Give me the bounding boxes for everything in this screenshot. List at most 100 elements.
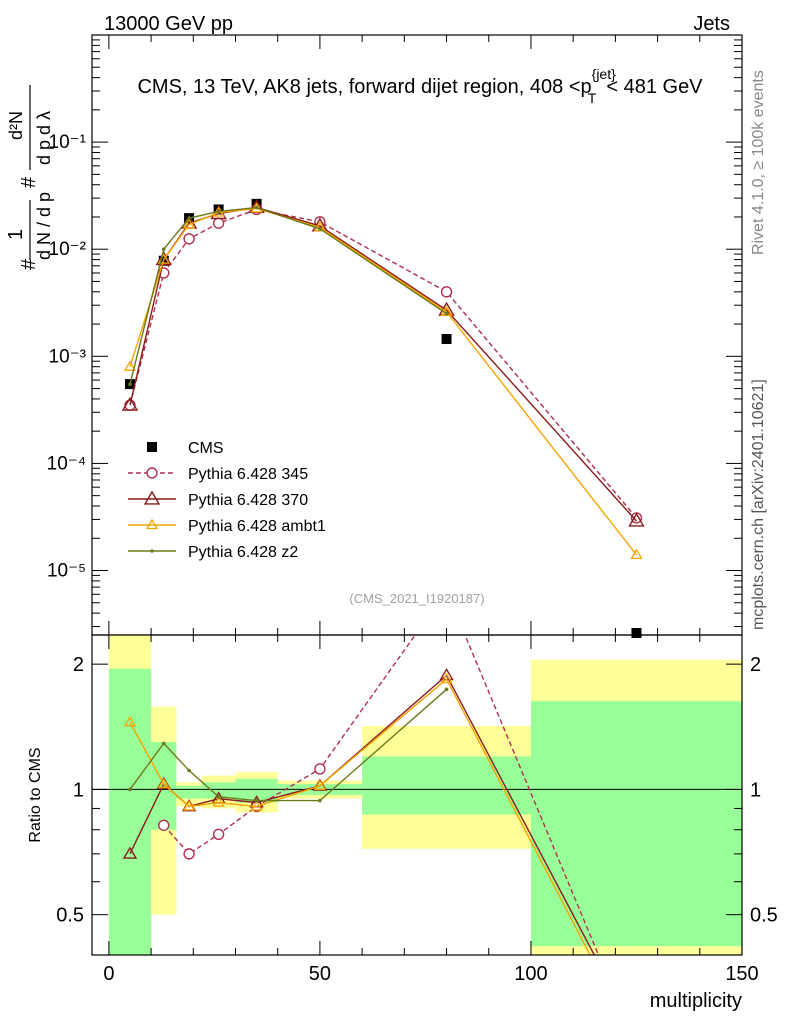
main-point-4-0: [128, 382, 132, 386]
legend-label-2: Pythia 6.428 370: [188, 492, 308, 509]
ratio-band-green-1: [151, 741, 177, 830]
main-point-4-2: [187, 216, 191, 220]
main-point-3-7: [630, 548, 643, 560]
main-point-1-2: [183, 233, 195, 245]
legend: CMS Pythia 6.428 345 Pythia 6.428 370 Pythi…: [128, 440, 326, 561]
legend-label-3: Pythia 6.428 ambt1: [188, 518, 326, 535]
legend-entry-1: Pythia 6.428 345: [128, 466, 308, 483]
legend-marker-0: [147, 442, 157, 452]
ratio-point-2-5: [313, 779, 327, 790]
legend-entry-3: Pythia 6.428 ambt1: [128, 518, 326, 535]
main-line-4: [129, 206, 447, 385]
main-point-0-3: [213, 204, 224, 215]
main-point-3-0: [123, 360, 137, 371]
legend-marker-1: [146, 467, 158, 479]
main-point-4-6: [444, 311, 449, 316]
ratio-point-3-6: [444, 687, 449, 692]
ratio-series-group: [122, 635, 600, 955]
ratio-point-1-0: [122, 846, 138, 859]
rivet-label: Rivet 4.1.0, ≥ 100k events: [750, 70, 767, 255]
main-series-4: [128, 205, 449, 386]
ratio-ylabel: Ratio to CMS: [27, 747, 44, 842]
header-right: Jets: [693, 13, 730, 35]
main-line-3: [129, 207, 638, 556]
main-line-1: [129, 208, 638, 519]
main-point-3-2: [182, 218, 196, 229]
main-ytick-label-0: 10⁻⁵: [47, 561, 86, 582]
ratio-ytick-label-0: 0.5: [56, 905, 84, 927]
legend-label-1: Pythia 6.428 345: [188, 466, 308, 483]
ratio-series-3: [128, 687, 449, 803]
svg-text:#: #: [18, 176, 40, 188]
legend-entry-0: CMS: [147, 440, 224, 457]
ratio-point-3-4: [254, 798, 259, 803]
header-left: 13000 GeV pp: [104, 13, 233, 35]
ratio-point-0-0: [158, 819, 170, 831]
ratio-ytick-label-r-1: 1: [750, 779, 761, 801]
main-point-2-7: [628, 512, 645, 527]
main-point-2-0: [121, 396, 139, 411]
ratio-ytick-label-1: 1: [73, 779, 84, 801]
ratio-bands: [108, 635, 742, 955]
main-point-4-5: [318, 227, 322, 231]
ratio-point-0-4: [314, 763, 326, 775]
main-point-4-1: [161, 247, 166, 252]
main-point-3-5: [313, 221, 327, 232]
main-ytick-label-3: 10⁻²: [49, 239, 87, 260]
ratio-series-2: [123, 672, 591, 955]
xlabel: multiplicity: [650, 990, 742, 1012]
legend-label-4: Pythia 6.428 z2: [188, 544, 298, 561]
svg-text:d N / d p: d N / d p: [34, 192, 54, 260]
ratio-band-green-4: [235, 778, 278, 803]
main-ytick-label-1: 10⁻⁴: [47, 453, 86, 474]
main-ylabel: # 1 d N / d p # d²N d p d λ: [5, 85, 54, 270]
ratio-ytick-label-2: 2: [73, 654, 84, 676]
ratio-point-0-2: [212, 828, 225, 841]
svg-text:d²N: d²N: [6, 111, 26, 140]
main-axis-ticks: 10⁻⁵ 10⁻⁴ 10⁻³ 10⁻² 10⁻¹: [47, 35, 743, 635]
legend-entry-2: Pythia 6.428 370: [128, 490, 308, 509]
legend-marker-2: [143, 490, 161, 505]
main-title: CMS, 13 TeV, AK8 jets, forward dijet reg…: [137, 66, 703, 106]
main-point-4-4: [254, 205, 259, 210]
xtick-label-3: 150: [725, 963, 758, 985]
main-point-0-6: [631, 628, 642, 638]
watermark: (CMS_2021_I1920187): [349, 591, 484, 606]
ratio-point-2-2: [182, 800, 196, 811]
ratio-point-2-3: [212, 796, 225, 807]
ratio-point-0-1: [183, 848, 195, 860]
ratio-point-2-0: [123, 715, 137, 727]
main-ytick-label-2: 10⁻³: [49, 346, 87, 367]
svg-text:d p d λ: d p d λ: [34, 111, 54, 165]
ratio-point-3-5: [318, 798, 322, 803]
ratio-ytick-label-r-2: 2: [750, 654, 761, 676]
svg-text:1: 1: [5, 229, 27, 240]
ratio-point-2-4: [250, 800, 263, 811]
main-point-1-3: [212, 217, 225, 229]
legend-marker-3: [145, 518, 159, 530]
xtick-label-0: 0: [103, 963, 114, 985]
legend-marker-4: [150, 549, 154, 553]
main-series-0: [124, 198, 642, 638]
xtick-label-1: 50: [309, 963, 331, 985]
main-point-2-1: [155, 251, 172, 266]
main-point-0-5: [441, 334, 452, 345]
mcplots-label: mcplots.cern.ch [arXiv:2401.10621]: [750, 379, 767, 630]
ratio-band-green-3: [201, 782, 236, 799]
xtick-label-2: 100: [514, 963, 547, 985]
ratio-band-green-0: [108, 668, 152, 955]
legend-entry-4: Pythia 6.428 z2: [128, 544, 298, 561]
ratio-point-3-1: [161, 741, 166, 746]
svg-text:#: #: [18, 258, 40, 270]
ratio-band-green-6: [362, 756, 531, 815]
main-ytick-label-4: 10⁻¹: [49, 132, 87, 153]
ratio-point-3-0: [128, 787, 132, 792]
ratio-band-green-2: [176, 785, 202, 799]
main-point-4-3: [216, 209, 221, 214]
main-series-group: [121, 198, 645, 638]
ratio-ytick-label-r-0: 0.5: [750, 905, 778, 927]
ratio-point-2-6: [440, 672, 453, 684]
ratio-frame: [91, 634, 743, 956]
ratio-point-3-2: [187, 768, 191, 773]
